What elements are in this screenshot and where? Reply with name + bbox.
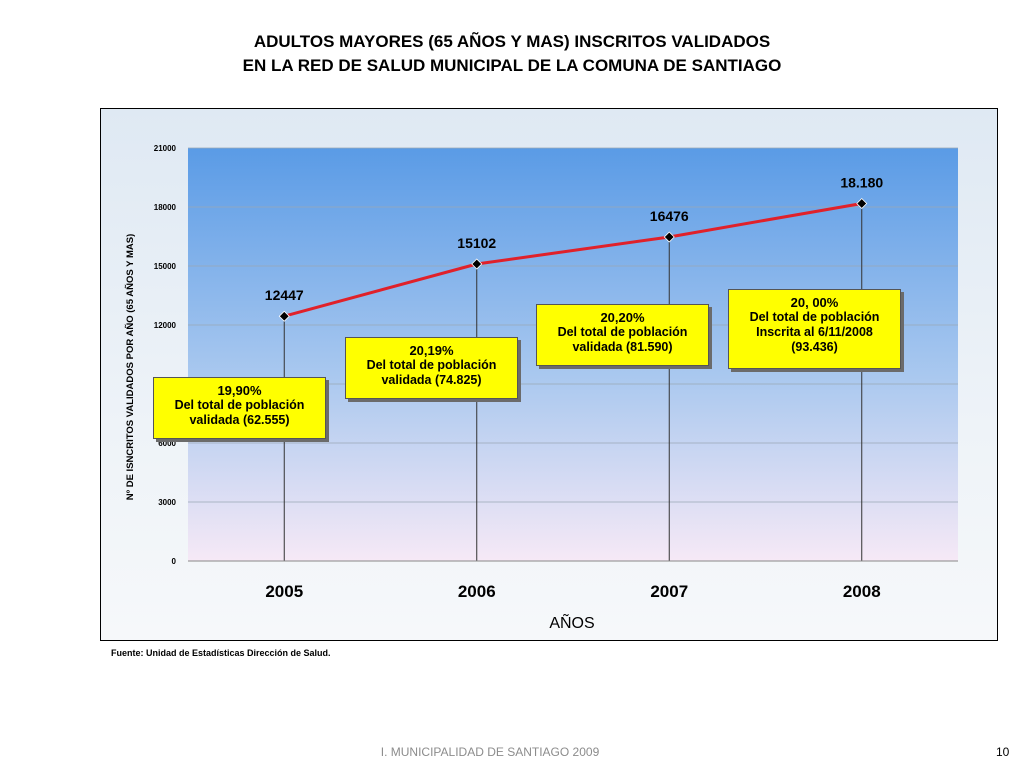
data-labels: 12447 15102 16476 18.180 [265, 174, 884, 303]
line-chart: 030006000900012000150001800021000 124471… [125, 144, 958, 632]
callout-2007-pct: 20,20% [600, 310, 645, 325]
callout-2007: 20,20% Del total de población validada (… [536, 304, 709, 366]
callout-2007-line2: validada (81.590) [572, 340, 673, 354]
x-tick-label: 2007 [650, 582, 688, 601]
data-label: 15102 [457, 235, 496, 251]
callout-2006-pct: 20,19% [409, 343, 454, 358]
callout-2008-line2: Inscrita al 6/11/2008 [756, 325, 873, 339]
y-tick-label: 12000 [154, 321, 177, 330]
callout-2005-pct: 19,90% [217, 383, 262, 398]
page-number: 10 [996, 745, 1010, 759]
data-point [471, 258, 483, 270]
source-note: Fuente: Unidad de Estadísticas Dirección… [111, 648, 331, 658]
y-tick-label: 18000 [154, 203, 177, 212]
data-points [278, 197, 868, 322]
callout-2005-line1: Del total de población [174, 398, 305, 412]
callout-2006-line2: validada (74.825) [381, 373, 482, 387]
data-point [856, 197, 868, 209]
callout-2005: 19,90% Del total de población validada (… [153, 377, 326, 439]
y-tick-label: 15000 [154, 262, 177, 271]
callout-2006-line1: Del total de población [366, 358, 497, 372]
y-axis-ticks: 030006000900012000150001800021000 [154, 144, 177, 566]
x-axis-title: AÑOS [549, 612, 594, 632]
callout-2006: 20,19% Del total de población validada (… [345, 337, 518, 399]
data-point [278, 310, 290, 322]
y-tick-label: 6000 [158, 439, 176, 448]
callout-2007-line1: Del total de población [557, 325, 688, 339]
x-tick-label: 2005 [265, 582, 303, 601]
callout-2008-line3: (93.436) [791, 340, 838, 354]
callout-2008-line1: Del total de población [749, 310, 880, 324]
y-axis-title: Nº DE ISNCRITOS VALIDADOS POR AÑO (65 AÑ… [125, 234, 136, 501]
slide-title: ADULTOS MAYORES (65 AÑOS Y MAS) INSCRITO… [0, 30, 1024, 78]
y-tick-label: 3000 [158, 498, 176, 507]
footer-text: I. MUNICIPALIDAD DE SANTIAGO 2009 [380, 745, 600, 759]
callout-2005-line2: validada (62.555) [189, 413, 290, 427]
x-tick-label: 2006 [458, 582, 496, 601]
x-tick-label: 2008 [843, 582, 881, 601]
callout-2008: 20, 00% Del total de población Inscrita … [728, 289, 901, 369]
y-tick-label: 0 [172, 557, 177, 566]
data-label: 16476 [650, 208, 689, 224]
series-line [283, 201, 863, 318]
title-line-1: ADULTOS MAYORES (65 AÑOS Y MAS) INSCRITO… [253, 32, 771, 51]
callout-2008-pct: 20, 00% [790, 295, 839, 310]
data-point [663, 231, 675, 243]
x-axis-ticks: 2005 2006 2007 2008 [265, 582, 880, 601]
chart-frame: 030006000900012000150001800021000 124471… [100, 108, 998, 641]
y-tick-label: 21000 [154, 144, 177, 153]
data-label: 18.180 [840, 174, 883, 190]
title-line-2: EN LA RED DE SALUD MUNICIPAL DE LA COMUN… [242, 56, 782, 75]
data-label: 12447 [265, 287, 304, 303]
